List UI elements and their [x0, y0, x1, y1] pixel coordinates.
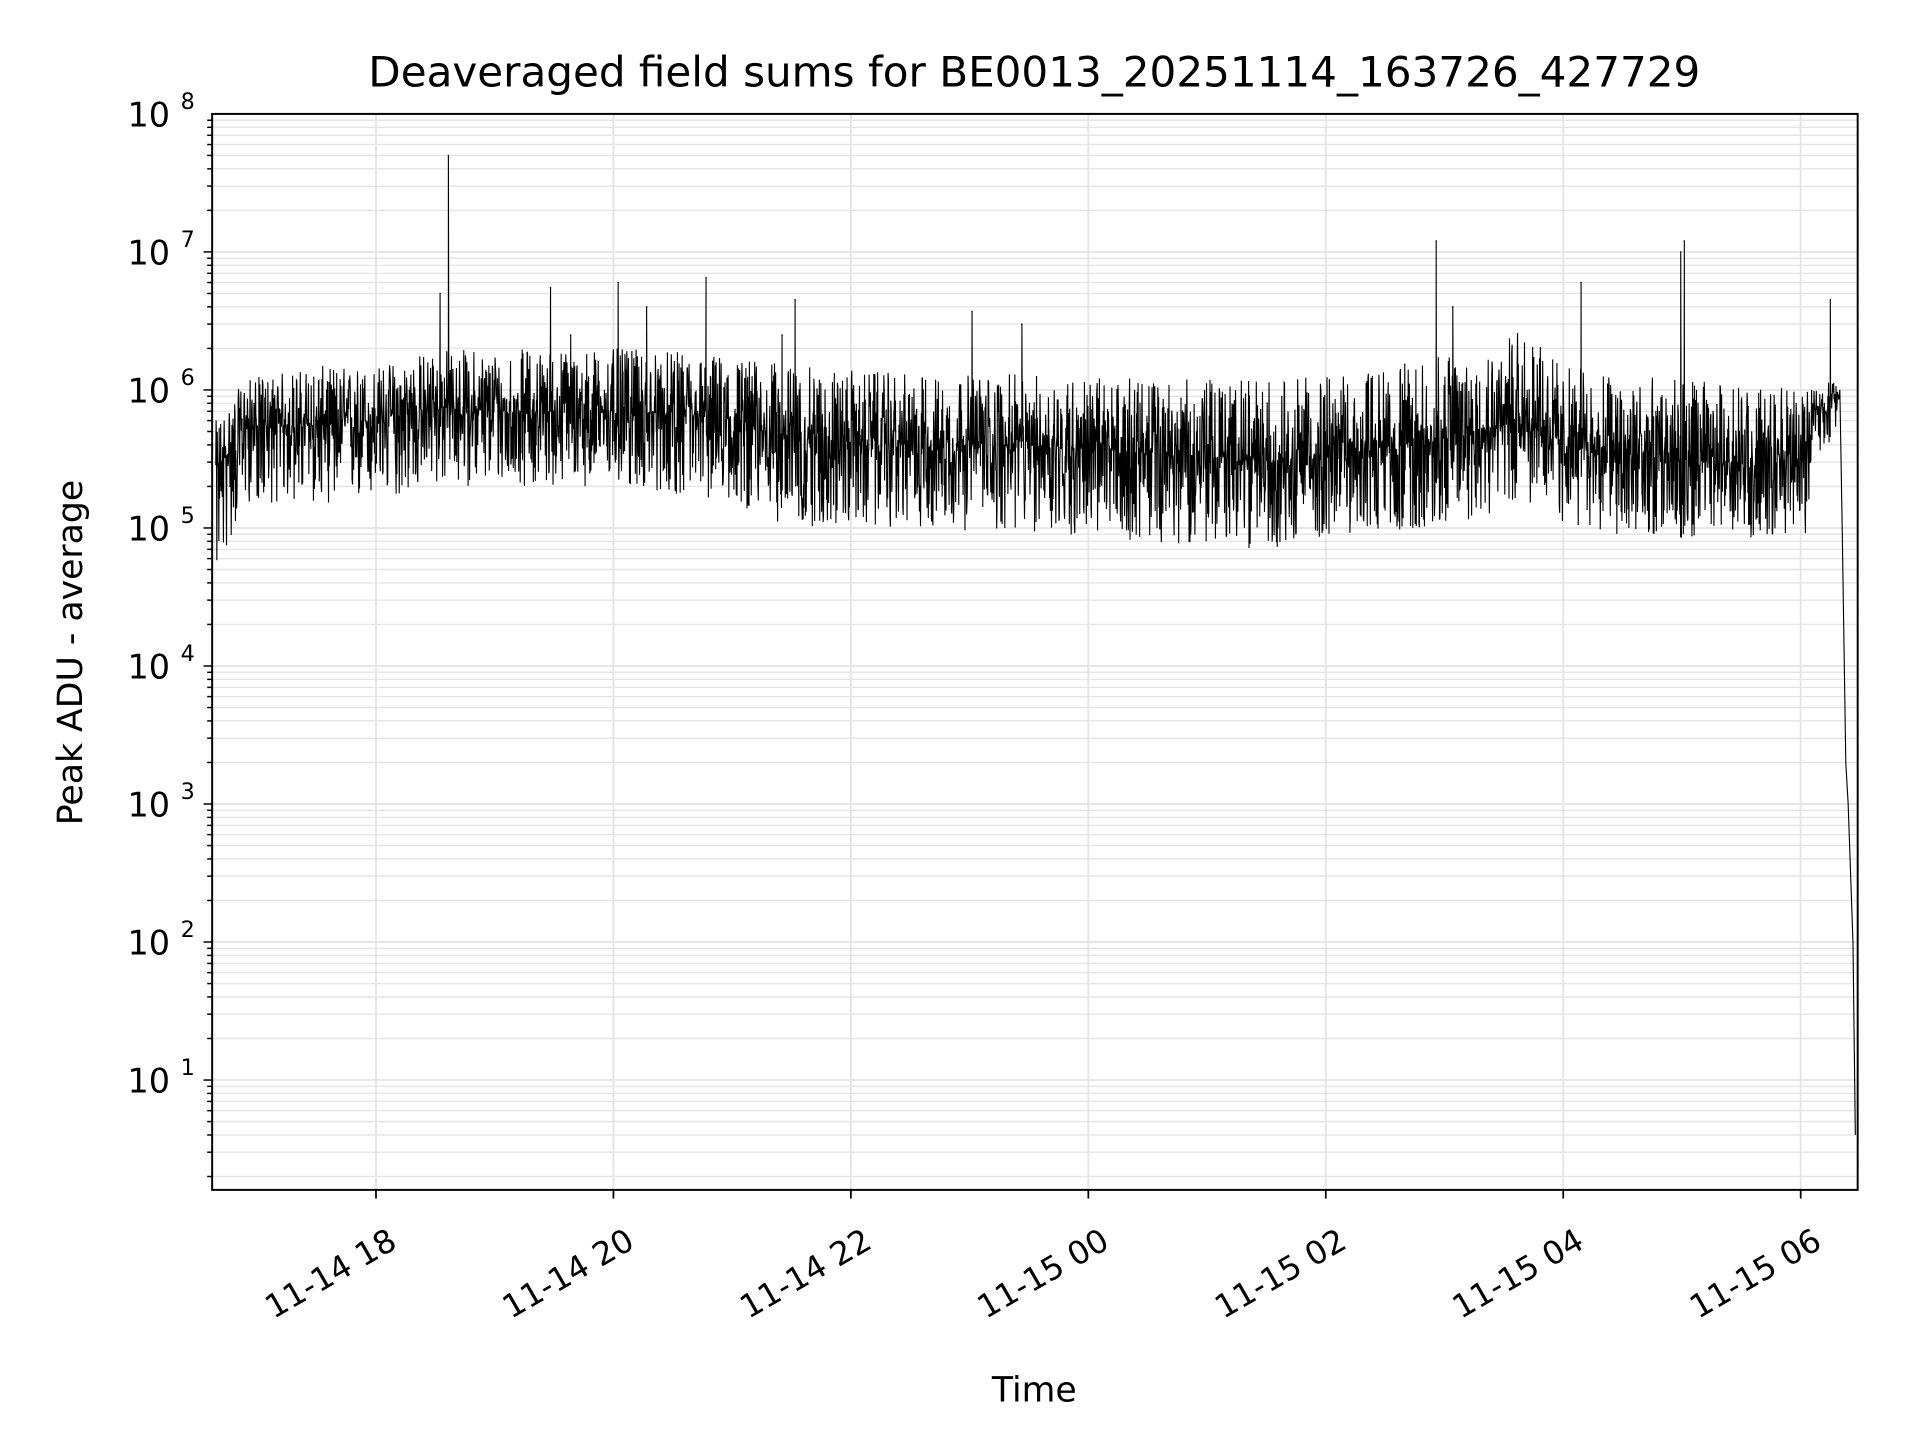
y-tick-label: 10: [128, 785, 171, 824]
y-tick-exponent: 5: [181, 503, 195, 529]
spike-point: [645, 306, 648, 308]
spike-point: [705, 277, 707, 279]
y-tick-label: 10: [128, 233, 171, 272]
y-tick-label: 10: [128, 95, 171, 134]
spike-point: [549, 287, 552, 289]
plot-area: [215, 154, 1856, 1135]
spike-point: [781, 334, 783, 336]
spike-point: [1021, 323, 1023, 325]
x-axis-label: Time: [991, 1371, 1077, 1411]
spike-point: [1452, 306, 1454, 308]
y-tick-label: 10: [128, 647, 171, 686]
spike-point: [1580, 281, 1582, 284]
spike-point: [1680, 251, 1682, 253]
grid: [212, 113, 1858, 1190]
y-tick-label: 10: [128, 371, 171, 410]
spike-point: [971, 310, 973, 313]
y-tick-exponent: 1: [181, 1055, 195, 1081]
y-tick-exponent: 3: [181, 779, 195, 805]
spike-point: [1683, 240, 1686, 242]
spike-point: [447, 154, 450, 157]
data-series-line: [215, 155, 1856, 1135]
y-tick-exponent: 2: [181, 917, 195, 943]
y-tick-label: 10: [128, 1061, 171, 1100]
spike-point: [1435, 240, 1437, 242]
spike-point: [1829, 299, 1832, 301]
y-tick-label: 10: [128, 923, 171, 962]
y-tick-label: 10: [128, 509, 171, 548]
y-tick-exponent: 4: [181, 641, 195, 667]
spike-point: [794, 299, 796, 301]
y-axis-label: Peak ADU - average: [51, 480, 91, 825]
spike-point: [569, 334, 572, 336]
y-tick-exponent: 7: [181, 227, 195, 253]
spike-point: [439, 292, 441, 295]
y-tick-exponent: 6: [181, 365, 195, 391]
spike-point: [617, 281, 619, 284]
axes-frame: [211, 112, 1859, 1191]
y-tick-exponent: 8: [181, 89, 195, 115]
chart-title: Deaveraged field sums for BE0013_2025111…: [368, 48, 1700, 97]
